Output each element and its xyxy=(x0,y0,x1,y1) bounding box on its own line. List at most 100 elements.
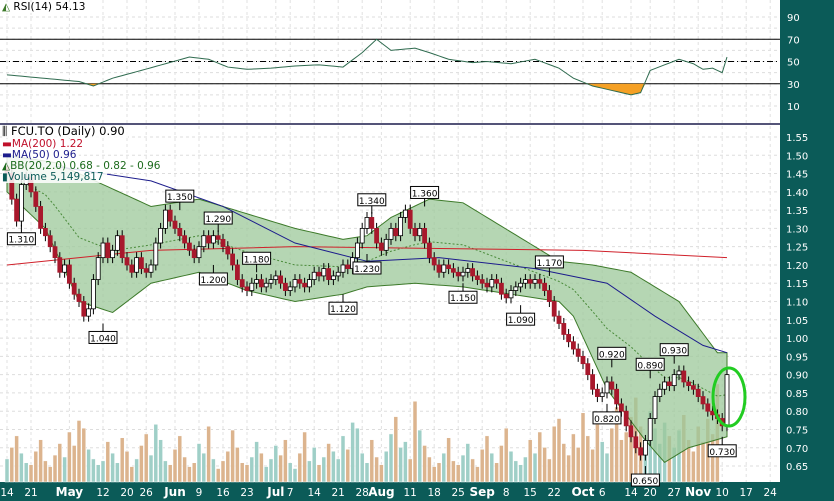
candle-body xyxy=(335,271,341,277)
candle-body xyxy=(470,268,476,277)
candle-body xyxy=(263,282,269,288)
candle-body xyxy=(354,242,360,259)
candle-body xyxy=(249,282,255,291)
rsi-line xyxy=(6,38,728,96)
x-tick-label: 23 xyxy=(240,487,253,499)
price-label-box xyxy=(635,357,665,371)
volume-bar xyxy=(479,449,485,483)
candle-body xyxy=(364,217,370,229)
candle-body xyxy=(667,381,672,387)
volume-bar xyxy=(19,452,24,483)
price-label: 1.360 xyxy=(412,189,438,199)
x-tick-label: 21 xyxy=(24,487,37,499)
price-label-box xyxy=(707,444,737,458)
symbol-title: FCU.TO (Daily) 0.90 xyxy=(10,124,125,138)
volume-bar xyxy=(470,458,475,483)
candle-body xyxy=(297,279,303,284)
price-tick-label: 1.05 xyxy=(786,316,808,327)
candle-body xyxy=(148,264,154,273)
volume-bar xyxy=(359,452,365,483)
candle-body xyxy=(643,440,648,456)
candle-body xyxy=(62,264,67,273)
volume-bar xyxy=(403,441,408,483)
volume-bar xyxy=(700,441,706,483)
volume-bar xyxy=(417,429,423,483)
candle-body xyxy=(393,227,399,237)
price-label-box xyxy=(448,290,478,304)
volume-bar xyxy=(91,458,96,483)
x-tick-label: 14 xyxy=(0,487,14,499)
candle-body xyxy=(14,198,20,222)
volume-bar xyxy=(455,464,461,483)
candle-body xyxy=(638,447,643,456)
price-tick-label: 1.35 xyxy=(786,206,808,217)
candle-body xyxy=(162,209,168,229)
candle-body xyxy=(474,275,480,280)
price-label-box xyxy=(6,232,36,246)
price-label: 1.180 xyxy=(244,255,270,265)
x-tick-label: 7 xyxy=(287,487,294,499)
volume-bar xyxy=(691,450,696,483)
candle-body xyxy=(191,249,197,259)
price-label-box xyxy=(165,189,195,203)
volume-bar xyxy=(393,416,399,483)
volume-bar xyxy=(254,441,259,483)
volume-bar xyxy=(148,454,154,483)
x-tick-label: May xyxy=(56,485,84,499)
candle-body xyxy=(100,242,106,259)
price-label: 0.650 xyxy=(633,477,659,487)
x-tick-label: 18 xyxy=(428,487,441,499)
candle-body xyxy=(575,348,581,357)
candle-body xyxy=(81,301,87,317)
price-label-box xyxy=(506,312,536,326)
candle-body xyxy=(115,235,120,251)
candle-body xyxy=(182,235,188,244)
x-tick-label: Jun xyxy=(163,485,186,499)
ma50-line xyxy=(54,165,728,354)
candle-body xyxy=(431,257,437,266)
price-tick-label: 1.30 xyxy=(786,224,808,235)
price-label: 0.930 xyxy=(661,347,687,357)
candle-body xyxy=(369,217,375,229)
x-tick-label: 11 xyxy=(404,487,417,499)
candle-body xyxy=(513,286,519,291)
x-tick-label: Aug xyxy=(368,485,394,499)
candle-body xyxy=(378,242,384,251)
volume-bar xyxy=(364,462,370,483)
x-tick-label: 12 xyxy=(96,487,109,499)
candle-body xyxy=(138,257,144,270)
candle-body xyxy=(282,282,288,291)
volume-bar xyxy=(71,445,77,483)
price-label: 1.290 xyxy=(205,215,231,225)
candle-body xyxy=(196,246,202,259)
volume-bar xyxy=(259,452,264,483)
candle-body xyxy=(321,268,327,277)
candle-body xyxy=(551,301,557,317)
volume-bar xyxy=(143,433,149,483)
price-tick-label: 1.15 xyxy=(786,279,808,290)
volume-bar xyxy=(163,460,168,483)
price-label-box xyxy=(203,211,233,225)
volume-bar xyxy=(532,452,538,483)
candle-body xyxy=(681,370,687,383)
volume-bar xyxy=(4,458,10,483)
x-tick-label: 6 xyxy=(599,487,606,499)
candle-body xyxy=(330,275,336,280)
candle-body xyxy=(119,235,125,259)
rsi-tick-label: 10 xyxy=(787,102,800,113)
candle-body xyxy=(599,392,605,397)
volume-bar xyxy=(283,439,288,483)
price-label-box xyxy=(410,185,440,199)
candle-body xyxy=(580,355,586,365)
band-icon: ◭ xyxy=(2,160,11,172)
candle-body xyxy=(124,257,130,266)
candle-body xyxy=(450,268,456,273)
volume-bar xyxy=(484,435,490,483)
candle-body xyxy=(38,206,43,229)
volume-bar xyxy=(268,458,274,483)
volume-bar xyxy=(230,429,235,483)
volume-bar xyxy=(211,458,216,483)
volume-bar xyxy=(388,433,394,483)
volume-bar xyxy=(369,439,375,483)
price-label: 1.350 xyxy=(167,193,193,203)
